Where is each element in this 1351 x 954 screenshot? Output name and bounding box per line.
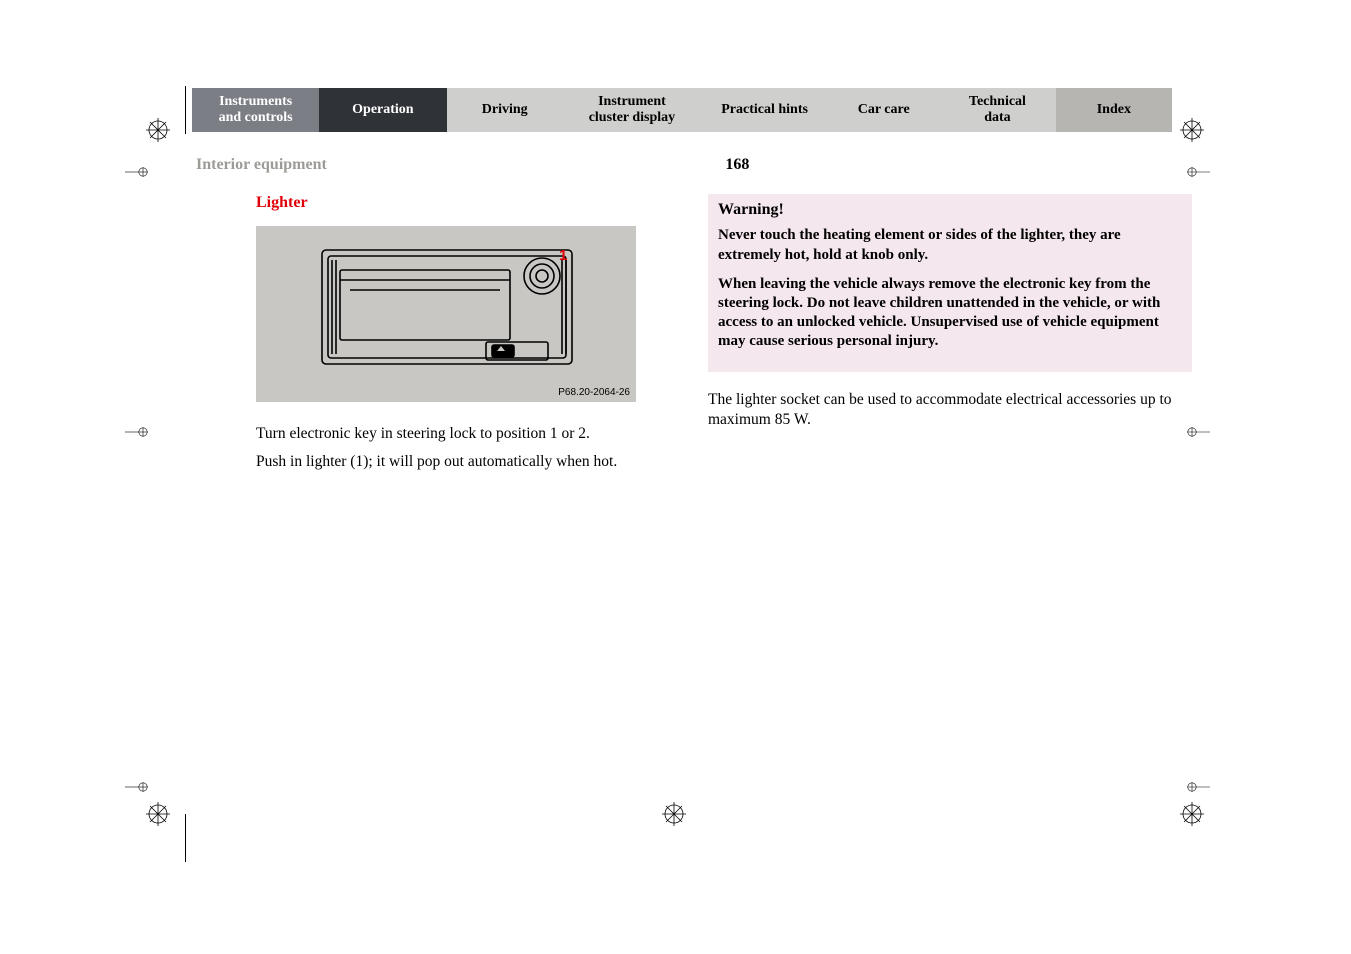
- paragraph: The lighter socket can be used to accomm…: [708, 390, 1192, 431]
- reg-mark: [662, 802, 686, 826]
- tab-label: Technical: [969, 94, 1026, 110]
- left-column: Lighter: [192, 194, 676, 473]
- tab-label: Car care: [858, 102, 910, 118]
- tab-label: Instruments: [219, 94, 292, 110]
- figure-code: P68.20-2064-26: [558, 387, 630, 398]
- tab-operation[interactable]: Operation: [319, 88, 446, 132]
- tab-car-care[interactable]: Car care: [828, 88, 939, 132]
- tab-driving[interactable]: Driving: [447, 88, 563, 132]
- paragraph: Push in lighter (1); it will pop out aut…: [256, 452, 676, 472]
- reg-mark: [1180, 802, 1204, 826]
- left-body-text: Turn electronic key in steering lock to …: [256, 424, 676, 473]
- tab-label: data: [984, 110, 1010, 126]
- tab-label: Index: [1097, 102, 1131, 118]
- reg-mark: [146, 118, 170, 142]
- svg-text:1: 1: [559, 247, 567, 264]
- content-area: Instruments and controls Operation Drivi…: [192, 88, 1192, 473]
- paragraph: Turn electronic key in steering lock to …: [256, 424, 676, 444]
- tab-label: Practical hints: [721, 102, 808, 118]
- crop-line: [185, 86, 186, 134]
- warning-paragraph: Never touch the heating element or sides…: [718, 226, 1182, 264]
- tab-label: and controls: [219, 110, 293, 126]
- tab-instruments-and-controls[interactable]: Instruments and controls: [192, 88, 319, 132]
- tab-label: Operation: [352, 102, 413, 118]
- page: Instruments and controls Operation Drivi…: [0, 0, 1351, 954]
- reg-target: [125, 160, 149, 184]
- lighter-figure: 1 P68.20-2064-26: [256, 226, 636, 402]
- warning-box: Warning! Never touch the heating element…: [708, 194, 1192, 372]
- page-header: Interior equipment 168: [192, 156, 1192, 174]
- crop-line: [185, 814, 186, 862]
- page-number: 168: [725, 156, 749, 174]
- warning-title: Warning!: [718, 200, 1182, 220]
- tab-label: cluster display: [589, 110, 675, 126]
- tab-label: Driving: [482, 102, 528, 118]
- nav-tabs: Instruments and controls Operation Drivi…: [192, 88, 1172, 132]
- reg-mark: [146, 802, 170, 826]
- two-column-body: Lighter: [192, 194, 1192, 473]
- tab-index[interactable]: Index: [1056, 88, 1172, 132]
- tab-instrument-cluster-display[interactable]: Instrument cluster display: [563, 88, 701, 132]
- tab-practical-hints[interactable]: Practical hints: [701, 88, 828, 132]
- tab-technical-data[interactable]: Technical data: [939, 88, 1055, 132]
- section-name: Interior equipment: [196, 156, 327, 174]
- warning-paragraph: When leaving the vehicle always remove t…: [718, 275, 1182, 352]
- section-title: Lighter: [256, 194, 676, 212]
- right-column: Warning! Never touch the heating element…: [708, 194, 1192, 473]
- reg-target: [125, 420, 149, 444]
- reg-target: [1186, 775, 1210, 799]
- tab-label: Instrument: [598, 94, 666, 110]
- reg-target: [125, 775, 149, 799]
